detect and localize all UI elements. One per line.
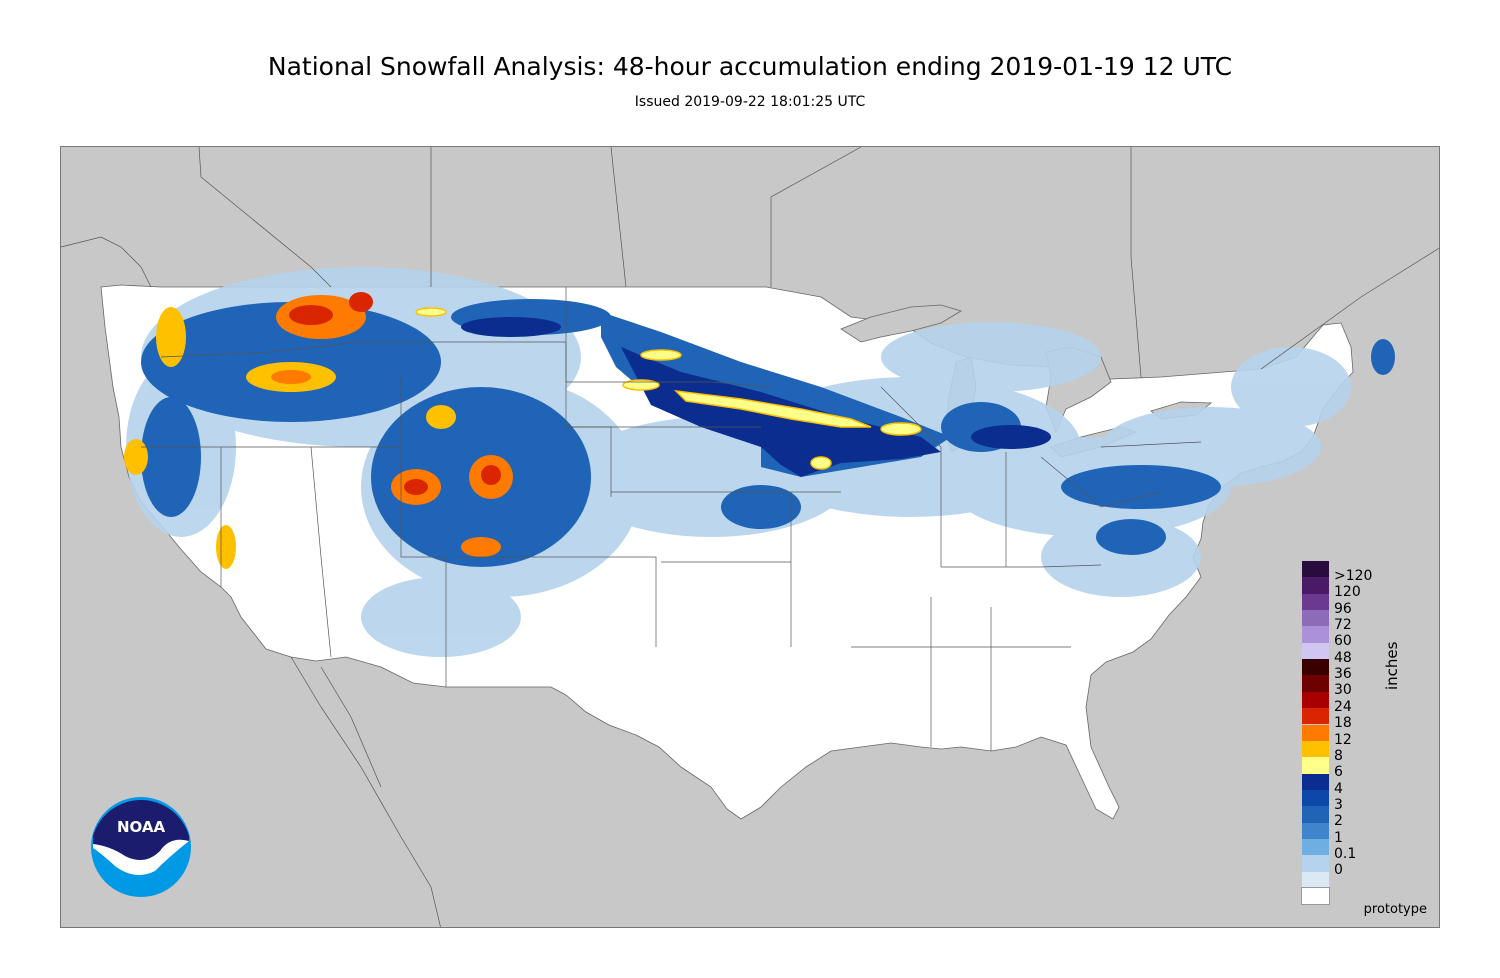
legend-swatch <box>1302 822 1329 839</box>
legend-label: 0.1 <box>1334 845 1357 862</box>
legend-swatch <box>1302 659 1329 676</box>
legend-swatch <box>1302 610 1329 627</box>
legend-swatch <box>1302 626 1329 643</box>
legend-label: 8 <box>1334 747 1343 764</box>
borders <box>141 147 1439 751</box>
legend-label: 30 <box>1334 682 1352 699</box>
legend-swatch <box>1302 773 1329 790</box>
legend-label: 12 <box>1334 731 1352 748</box>
legend-swatch <box>1302 691 1329 709</box>
legend-swatch <box>1302 740 1329 758</box>
legend-swatch <box>1302 675 1329 692</box>
legend-label: 96 <box>1334 600 1352 617</box>
noaa-logo: NOAA <box>91 797 191 897</box>
legend-label: 6 <box>1334 764 1343 781</box>
snow-6in <box>415 307 922 470</box>
legend-swatch <box>1302 561 1329 578</box>
legend-swatch <box>1302 855 1329 872</box>
map-canvas <box>61 147 1439 927</box>
legend-label: 4 <box>1334 780 1343 797</box>
legend-swatch <box>1302 789 1329 807</box>
snowfall-map: prototype <box>60 146 1440 928</box>
map-title: National Snowfall Analysis: 48-hour accu… <box>267 52 1233 81</box>
legend-swatch <box>1302 757 1329 774</box>
legend-label: 60 <box>1334 633 1352 650</box>
lake-superior <box>840 304 962 343</box>
coastlines <box>61 236 441 927</box>
legend-label: 3 <box>1334 796 1343 813</box>
legend-swatch <box>1302 806 1329 823</box>
legend-label: 18 <box>1334 715 1352 732</box>
legend-label: 2 <box>1334 813 1343 830</box>
legend-swatch <box>1302 642 1329 660</box>
legend-swatch <box>1302 724 1329 741</box>
legend-label: 0 <box>1334 862 1343 879</box>
legend-swatch <box>1302 838 1329 856</box>
legend-swatch <box>1302 593 1329 611</box>
prototype-label: prototype <box>1363 902 1427 917</box>
legend-unit: inches <box>1383 641 1401 690</box>
legend-swatch <box>1302 708 1329 725</box>
legend-label: 36 <box>1334 666 1352 683</box>
legend-label: 48 <box>1334 649 1352 666</box>
legend-label: 24 <box>1334 698 1352 715</box>
snow-mountain <box>124 292 513 569</box>
legend-swatch <box>1301 886 1330 906</box>
legend-swatch <box>1302 577 1329 594</box>
legend-label: 1 <box>1334 829 1343 846</box>
logo-text: NOAA <box>117 818 166 836</box>
legend-swatch <box>1302 871 1329 888</box>
legend-label: 120 <box>1334 584 1361 601</box>
map-subtitle: Issued 2019-09-22 18:01:25 UTC <box>634 94 866 110</box>
legend-label: 72 <box>1334 617 1352 634</box>
legend-label: >120 <box>1334 568 1373 584</box>
